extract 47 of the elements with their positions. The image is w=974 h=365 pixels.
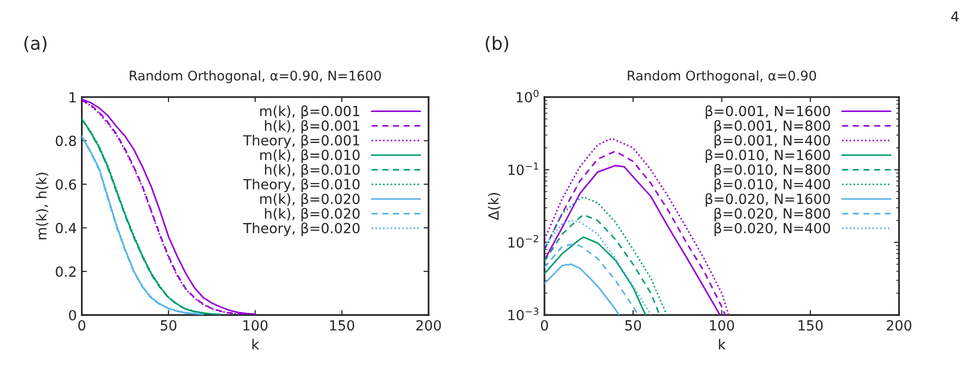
x-tick-label: 150 xyxy=(330,320,354,331)
y-tick-label: 10$^{−1}$ xyxy=(508,162,538,176)
x-tick-label: 200 xyxy=(886,320,912,331)
text: (a) xyxy=(24,36,46,52)
legend-label: m(k), β=0.001 xyxy=(260,105,360,119)
y-tick-label: 0.6 xyxy=(56,179,76,190)
x-tick-label: 0 xyxy=(78,320,86,331)
legend-label: h(k), β=0.010 xyxy=(264,164,360,178)
legend-label: β=0.001, N=800 xyxy=(714,120,830,134)
legend-label: β=0.010, N=800 xyxy=(714,164,830,178)
legend-label: β=0.010, N=400 xyxy=(714,178,830,192)
legend-label: β=0.020, N=400 xyxy=(714,222,830,236)
legend-label: Theory, β=0.010 xyxy=(243,178,360,192)
x-axis-title: k xyxy=(252,338,260,350)
x-tick-label: 50 xyxy=(625,320,642,331)
text: 4 xyxy=(951,11,959,22)
y-tick-label: 0.4 xyxy=(56,222,76,234)
legend-label: m(k), β=0.020 xyxy=(260,193,360,207)
y-tick-label: 1 xyxy=(70,92,76,102)
legend-label: β=0.001, N=1600 xyxy=(706,105,830,119)
y-tick-label: 10$^{−2}$ xyxy=(508,235,538,248)
y-tick-label: 10$^{−3}$ xyxy=(508,308,538,320)
legend-label: β=0.010, N=1600 xyxy=(706,149,830,163)
x-tick-label: 150 xyxy=(798,320,823,331)
x-tick-label: 100 xyxy=(243,320,268,331)
y-tick-label: 0.2 xyxy=(56,266,76,277)
x-tick-label: 0 xyxy=(540,320,548,331)
legend-label: Theory, β=0.001 xyxy=(243,134,360,148)
x-tick-label: 50 xyxy=(160,320,176,331)
legend-label: β=0.020, N=1600 xyxy=(706,193,830,207)
legend-label: Theory, β=0.020 xyxy=(243,222,360,236)
legend-label: m(k), β=0.010 xyxy=(260,149,360,163)
y-tick-label: 0 xyxy=(69,310,76,320)
legend-label: h(k), β=0.001 xyxy=(264,120,360,134)
chart-title: Random Orthogonal, α=0.90 xyxy=(628,70,816,84)
x-tick-label: 200 xyxy=(416,320,441,331)
x-axis-title: k xyxy=(718,338,726,350)
text: (b) xyxy=(486,36,508,52)
y-axis-title: Δ(k) xyxy=(488,193,500,220)
legend-label: h(k), β=0.020 xyxy=(264,208,360,222)
y-axis-title: m(k), h(k) xyxy=(36,172,48,240)
x-tick-label: 100 xyxy=(710,320,734,331)
y-tick-label: 0.8 xyxy=(56,136,76,146)
legend-label: β=0.001, N=400 xyxy=(714,134,830,148)
y-tick-label: 10$^{0}$ xyxy=(516,90,539,102)
chart-title: Random Orthogonal, α=0.90, N=1600 xyxy=(130,70,381,84)
legend-label: β=0.020, N=800 xyxy=(714,208,830,222)
